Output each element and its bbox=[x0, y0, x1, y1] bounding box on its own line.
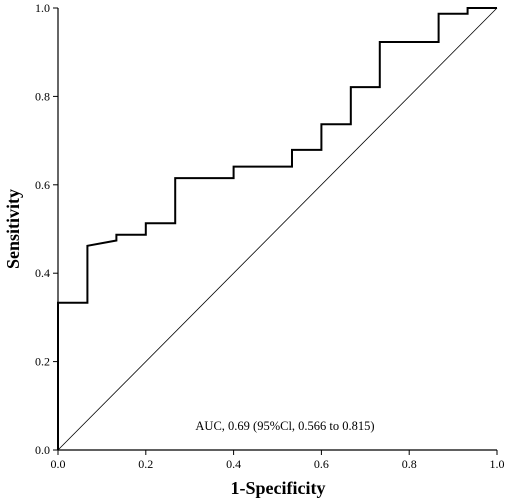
x-axis-title: 1-Specificity bbox=[231, 478, 326, 498]
auc-annotation: AUC, 0.69 (95%Cl, 0.566 to 0.815) bbox=[195, 419, 374, 433]
x-tick-label: 0.0 bbox=[51, 457, 66, 471]
x-tick-label: 1.0 bbox=[490, 457, 505, 471]
y-axis-title: Sensitivity bbox=[3, 189, 23, 269]
reference-diagonal-line bbox=[57, 7, 498, 451]
x-tick-label: 0.6 bbox=[314, 457, 329, 471]
y-tick-label: 0.8 bbox=[35, 89, 50, 103]
y-tick-label: 1.0 bbox=[35, 1, 50, 15]
y-tick-label: 0.6 bbox=[35, 178, 50, 192]
x-tick-label: 0.8 bbox=[402, 457, 417, 471]
y-tick-label: 0.4 bbox=[35, 266, 50, 280]
roc-curve bbox=[57, 7, 497, 450]
lines-layer bbox=[57, 7, 498, 451]
x-tick-label: 0.2 bbox=[138, 457, 153, 471]
y-tick-label: 0.2 bbox=[35, 355, 50, 369]
y-tick-label: 0.0 bbox=[35, 443, 50, 457]
ticks-layer: 0.0 0.2 0.4 0.6 0.8 1.0 0.0 0.2 0.4 0.6 0.8 1.0 bbox=[35, 1, 505, 471]
x-tick-label: 0.4 bbox=[226, 457, 241, 471]
